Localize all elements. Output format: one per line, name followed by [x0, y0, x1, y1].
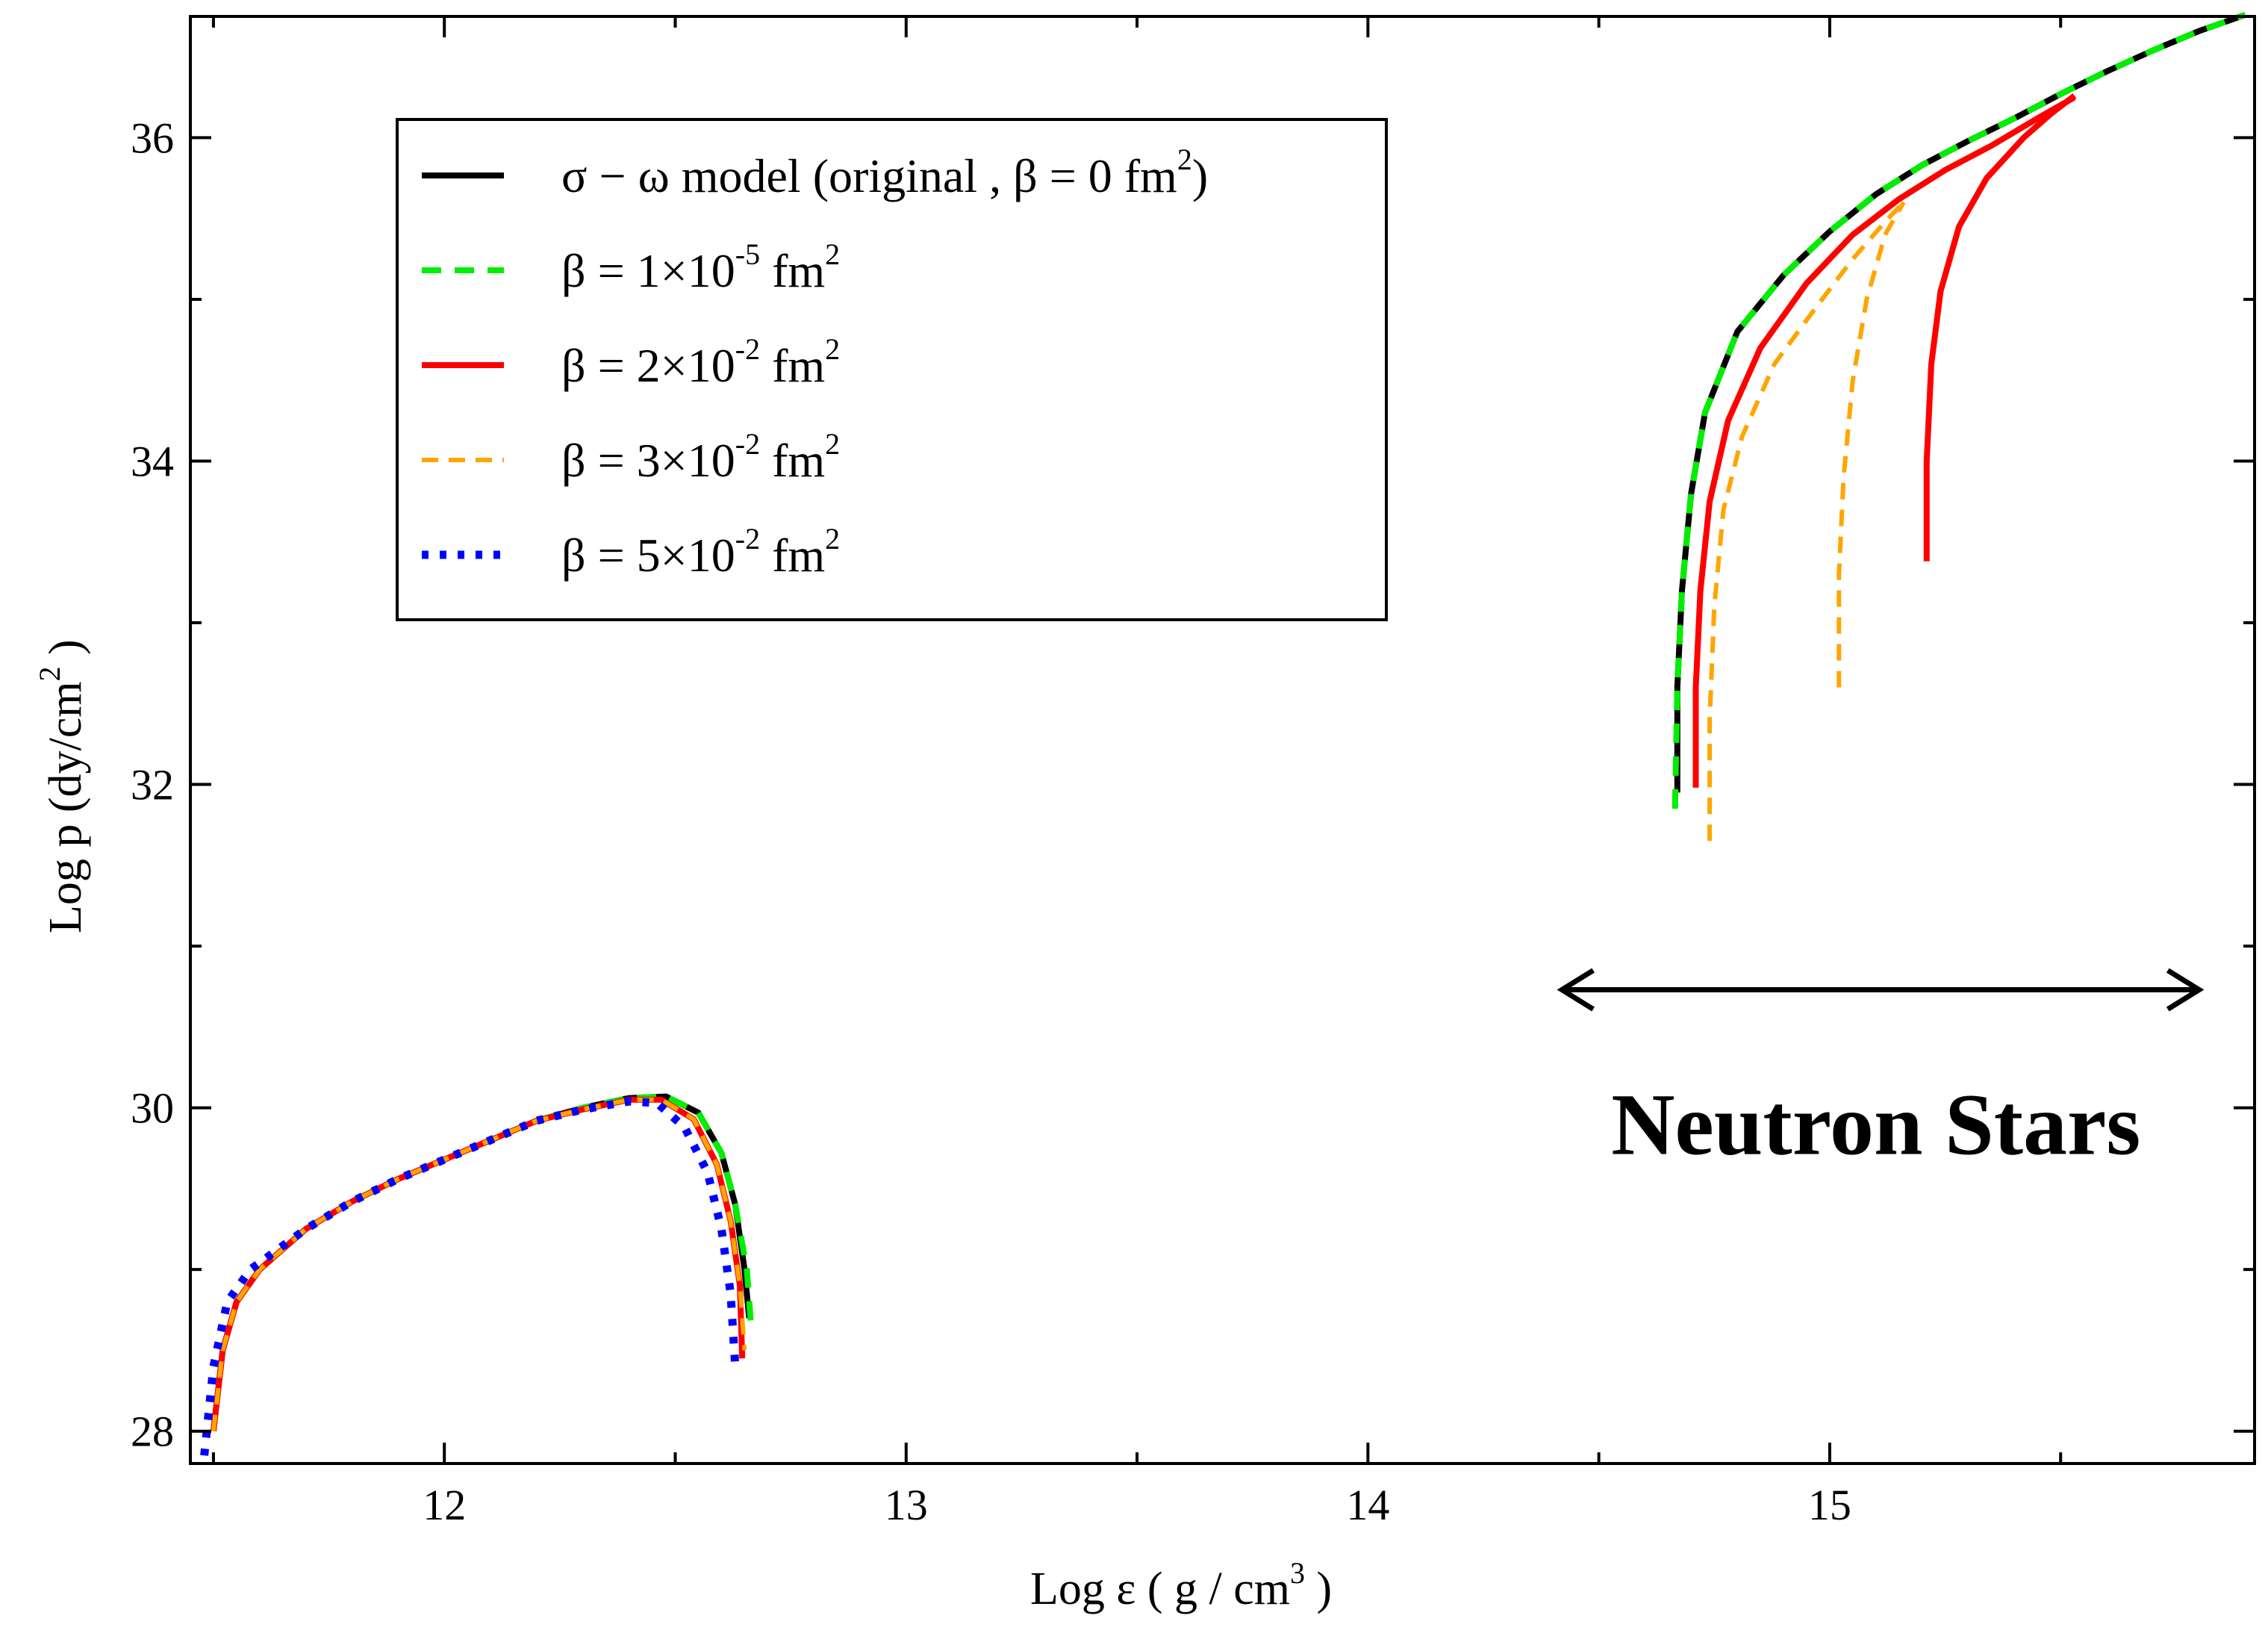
svg-text:Log p (dy/cm2 ): Log p (dy/cm2 ) [33, 639, 91, 933]
svg-text:Log ε ( g / cm3 ): Log ε ( g / cm3 ) [1030, 1556, 1332, 1614]
legend-label-1: β = 1×10-5 fm2 [561, 237, 840, 297]
x-tick-label-1: 13 [885, 1481, 928, 1529]
y-axis-title-sup: 2 [33, 667, 66, 682]
y-tick-label-3: 34 [131, 437, 174, 485]
legend-label-3: β = 3×10-2 fm2 [561, 427, 840, 487]
annotation-layer: Neutron Stars [1557, 968, 2205, 1173]
x-axis-title-sup: 3 [1290, 1556, 1305, 1590]
series-line-3 [1672, 12, 2246, 809]
neutron-stars-label: Neutron Stars [1611, 1075, 2140, 1173]
legend-label-2: β = 2×10-2 fm2 [561, 332, 840, 392]
legend-box [396, 118, 1388, 621]
ticks-layer: 12 13 14 15 28 30 32 34 36 [131, 16, 2255, 1529]
series-line-5 [1692, 94, 2076, 788]
y-tick-label-1: 30 [131, 1084, 174, 1133]
legend-label-4: β = 5×10-2 fm2 [561, 522, 840, 582]
plot-frame [189, 15, 2256, 1465]
x-tick-label-0: 12 [423, 1481, 466, 1529]
series-line-9 [1836, 201, 1906, 688]
series-line-7 [211, 1097, 747, 1432]
y-axis-title-text: Log p (dy/cm [40, 682, 91, 934]
legend-label-0: σ − ω model (original , β = 0 fm2) [561, 143, 1208, 202]
x-tick-label-2: 14 [1346, 1481, 1389, 1529]
y-tick-label-4: 36 [131, 113, 174, 162]
series-line-6 [1923, 93, 2077, 562]
y-tick-label-2: 32 [131, 761, 174, 809]
neutron-stars-arrow-head-right [2166, 968, 2205, 1012]
legend: σ − ω model (original , β = 0 fm2) β = 1×… [396, 118, 1388, 621]
x-axis-title: Log ε ( g / cm3 ) [1030, 1556, 1332, 1614]
y-tick-label-0: 28 [131, 1408, 174, 1456]
y-axis-title-end: ) [40, 639, 91, 666]
y-axis-title: Log p (dy/cm2 ) [33, 639, 91, 933]
x-axis-title-text: Log ε ( g / cm [1030, 1564, 1290, 1614]
series-layer [200, 12, 2246, 1456]
neutron-stars-arrow-head-left [1557, 968, 1595, 1012]
x-tick-label-3: 15 [1808, 1481, 1851, 1529]
x-axis-title-end: ) [1305, 1564, 1332, 1614]
series-line-10 [200, 1097, 740, 1456]
